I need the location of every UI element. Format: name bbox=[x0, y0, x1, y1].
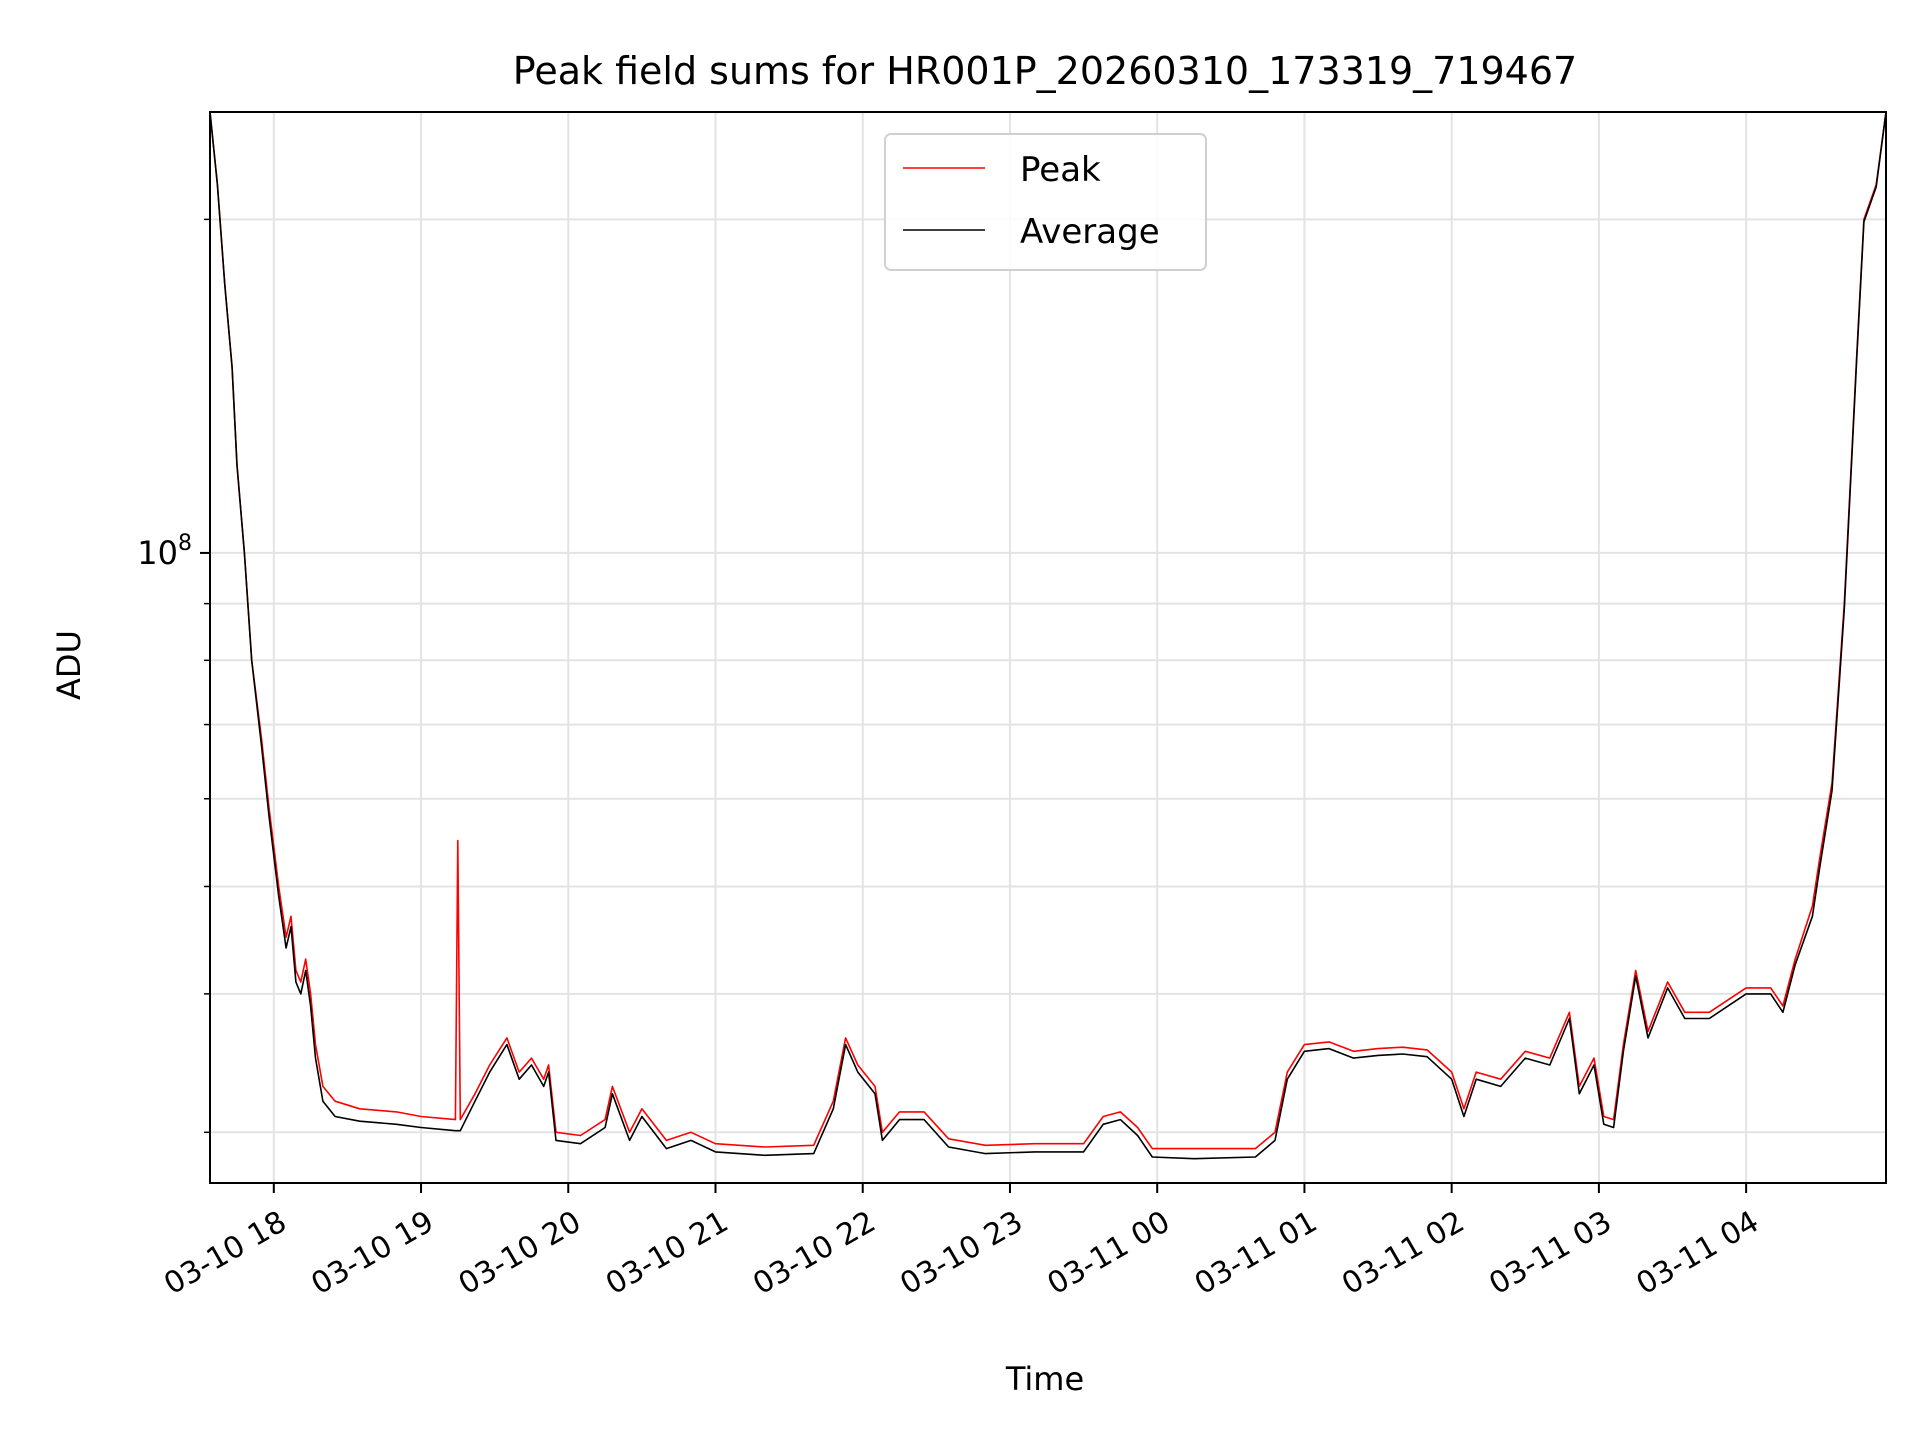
legend-label-peak: Peak bbox=[1020, 150, 1101, 190]
x-axis-label: Time bbox=[1005, 1360, 1084, 1398]
chart-title: Peak field sums for HR001P_20260310_1733… bbox=[513, 49, 1577, 93]
y-axis: 108 bbox=[137, 218, 210, 1134]
y-axis-label: ADU bbox=[50, 630, 88, 700]
legend: Peak Average bbox=[884, 133, 1207, 271]
legend-label-average: Average bbox=[1020, 212, 1160, 252]
series-line-peak bbox=[210, 112, 1886, 1150]
y-tick-label: 108 bbox=[137, 531, 192, 572]
grid bbox=[210, 112, 1886, 1183]
series-line-average bbox=[210, 112, 1886, 1160]
plot-frame bbox=[209, 111, 1887, 1184]
plot-lines bbox=[210, 112, 1886, 1160]
